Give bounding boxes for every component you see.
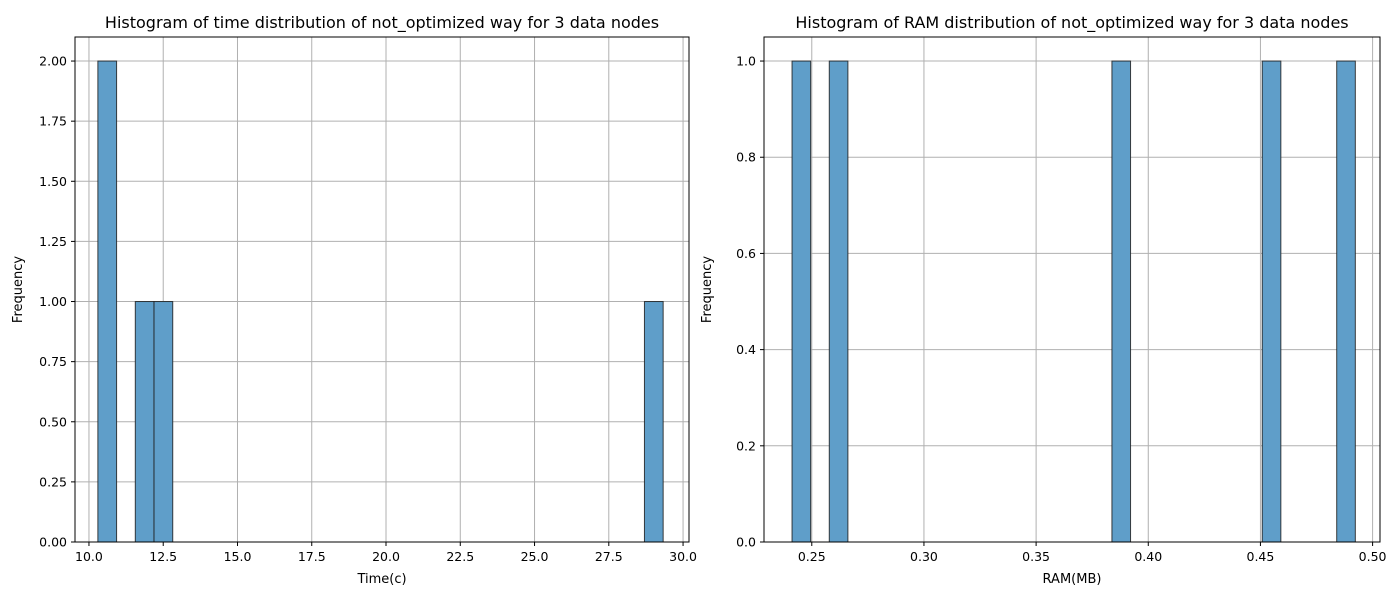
y-tick-label: 0.2 [736, 438, 756, 453]
histogram-bar [134, 301, 155, 543]
x-tick-label: 27.5 [595, 549, 623, 564]
x-tick-label: 0.25 [798, 549, 826, 564]
y-axis-label: Frequency [700, 256, 715, 323]
y-tick-label: 1.00 [39, 294, 67, 309]
histogram-bar [97, 60, 118, 543]
histogram-bar [791, 60, 812, 543]
x-tick-label: 0.30 [910, 549, 938, 564]
x-tick-label: 0.40 [1134, 549, 1162, 564]
y-tick-label: 0.8 [736, 150, 756, 165]
histogram-bar [643, 301, 664, 543]
chart-title: Histogram of time distribution of not_op… [105, 13, 659, 33]
y-tick-label: 2.00 [39, 54, 67, 69]
axes-frame [74, 36, 690, 543]
x-tick-label: 15.0 [224, 549, 252, 564]
y-tick-label: 0.50 [39, 414, 67, 429]
histogram-bar [1111, 60, 1132, 543]
y-tick-label: 0.0 [736, 535, 756, 550]
x-tick-label: 0.45 [1247, 549, 1275, 564]
histogram-panel-2: 0.25 0.30 0.35 0.40 0.45 0.50 0.0 0.2 0.4 0.6 0.8 1… [700, 13, 1387, 587]
y-tick-label: 1.50 [39, 174, 67, 189]
histogram-bar [1336, 60, 1356, 543]
y-tick-label: 0.00 [39, 535, 67, 550]
x-axis-label: RAM(MB) [1043, 572, 1102, 587]
y-tick-label: 0.6 [736, 246, 756, 261]
y-tick-label: 1.25 [39, 234, 67, 249]
y-tick-label: 1.75 [39, 114, 67, 129]
x-tick-label: 20.0 [372, 549, 400, 564]
y-tick-label: 0.75 [39, 354, 67, 369]
x-axis-label: Time(c) [356, 572, 406, 587]
x-tick-label: 0.35 [1022, 549, 1050, 564]
x-tick-label: 10.0 [75, 549, 103, 564]
y-tick-label: 1.0 [736, 54, 756, 69]
histogram-bar [153, 301, 174, 543]
y-tick-label: 0.4 [736, 342, 756, 357]
histogram-bar [1261, 60, 1282, 543]
axes-frame [763, 36, 1381, 543]
y-axis-label: Frequency [11, 256, 26, 323]
histogram-bar [828, 60, 849, 543]
x-tick-label: 22.5 [446, 549, 474, 564]
y-tick-label: 0.25 [39, 474, 67, 489]
x-tick-label: 0.50 [1359, 549, 1387, 564]
x-tick-label: 12.5 [149, 549, 177, 564]
x-tick-label: 17.5 [298, 549, 326, 564]
x-tick-label: 25.0 [521, 549, 549, 564]
chart-title: Histogram of RAM distribution of not_opt… [795, 13, 1348, 33]
histogram-panel-1: 10.0 12.5 15.0 17.5 20.0 22.5 25.0 27.5 30.0 0.00… [11, 13, 697, 587]
x-tick-label: 30.0 [669, 549, 697, 564]
